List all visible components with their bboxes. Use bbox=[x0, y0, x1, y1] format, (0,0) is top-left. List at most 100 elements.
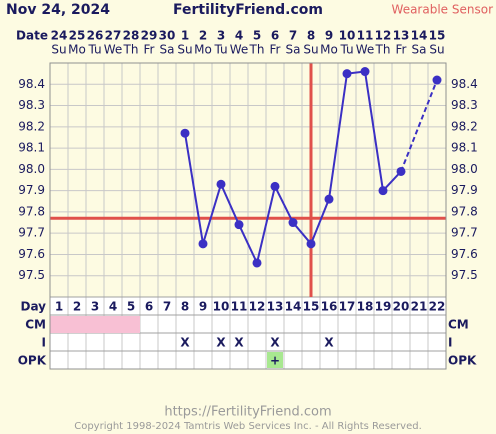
weekday-label: We bbox=[104, 43, 123, 57]
y-tick-label-right: 97.5 bbox=[451, 268, 478, 282]
row-label-right: I bbox=[448, 336, 452, 350]
y-tick-label: 98.2 bbox=[18, 119, 45, 133]
footer-url: https://FertilityFriend.com bbox=[164, 405, 331, 420]
weekday-label: Mo bbox=[194, 43, 212, 57]
date-label: 9 bbox=[325, 29, 333, 43]
day-number: 4 bbox=[109, 300, 117, 314]
intercourse-mark: X bbox=[324, 336, 334, 350]
temp-point bbox=[342, 69, 352, 79]
row-label: OPK bbox=[18, 354, 47, 368]
temp-point bbox=[180, 128, 190, 138]
day-number: 13 bbox=[267, 300, 284, 314]
day-number: 9 bbox=[199, 300, 207, 314]
date-label: 29 bbox=[141, 29, 158, 43]
weekday-label: Sa bbox=[286, 43, 301, 57]
date-label: 12 bbox=[375, 29, 392, 43]
y-tick-label-right: 98.0 bbox=[451, 162, 478, 176]
weekday-label: Mo bbox=[68, 43, 86, 57]
temp-point bbox=[234, 220, 244, 230]
row-label: CM bbox=[25, 318, 46, 332]
date-label: 6 bbox=[271, 29, 279, 43]
date-label: 25 bbox=[69, 29, 86, 43]
site-name: FertilityFriend.com bbox=[173, 2, 323, 18]
row-label: I bbox=[42, 336, 46, 350]
day-number: 16 bbox=[321, 300, 338, 314]
temp-point bbox=[288, 218, 298, 228]
temp-point bbox=[324, 194, 334, 204]
y-tick-label: 98.4 bbox=[18, 77, 45, 91]
weekday-label: Su bbox=[177, 43, 192, 57]
day-number: 8 bbox=[181, 300, 189, 314]
temp-point bbox=[198, 239, 208, 249]
date-label: 14 bbox=[411, 29, 428, 43]
intercourse-mark: X bbox=[270, 336, 280, 350]
chart-date: Nov 24, 2024 bbox=[6, 2, 110, 18]
weekday-label: Th bbox=[123, 43, 139, 57]
weekday-label: Fr bbox=[396, 43, 407, 57]
day-number: 12 bbox=[249, 300, 266, 314]
weekday-label: Su bbox=[429, 43, 444, 57]
y-tick-label-right: 97.7 bbox=[451, 226, 478, 240]
temp-point bbox=[216, 179, 226, 189]
y-tick-label-right: 98.4 bbox=[451, 77, 478, 91]
date-label: 1 bbox=[181, 29, 189, 43]
weekday-label: Mo bbox=[320, 43, 338, 57]
copyright: Copyright 1998-2024 Tamtris Web Services… bbox=[74, 421, 422, 432]
cm-cell bbox=[68, 316, 86, 333]
weekday-label: Fr bbox=[270, 43, 281, 57]
weekday-label: Th bbox=[249, 43, 265, 57]
weekday-label: Tu bbox=[213, 43, 227, 57]
day-number: 6 bbox=[145, 300, 153, 314]
date-label: 26 bbox=[87, 29, 104, 43]
temp-point bbox=[306, 239, 316, 249]
y-tick-label: 98.1 bbox=[18, 141, 45, 155]
y-tick-label-right: 97.6 bbox=[451, 247, 478, 261]
row-label-right: CM bbox=[448, 318, 469, 332]
y-tick-label-right: 98.3 bbox=[451, 98, 478, 112]
day-number: 11 bbox=[231, 300, 248, 314]
cm-cell bbox=[86, 316, 104, 333]
y-tick-label: 97.5 bbox=[18, 268, 45, 282]
cm-cell bbox=[50, 316, 68, 333]
temp-point bbox=[432, 75, 442, 85]
day-number: 3 bbox=[91, 300, 99, 314]
date-label: 15 bbox=[429, 29, 446, 43]
weekday-label: Tu bbox=[87, 43, 101, 57]
weekday-label: Sa bbox=[412, 43, 427, 57]
intercourse-mark: X bbox=[180, 336, 190, 350]
date-label: 10 bbox=[339, 29, 356, 43]
day-number: 17 bbox=[339, 300, 356, 314]
date-label: 8 bbox=[307, 29, 315, 43]
y-tick-label-right: 98.1 bbox=[451, 141, 478, 155]
opk-cell bbox=[267, 352, 283, 368]
y-tick-label-right: 97.8 bbox=[451, 204, 478, 218]
y-tick-label: 98.0 bbox=[18, 162, 45, 176]
day-number: 18 bbox=[357, 300, 374, 314]
date-label: 28 bbox=[123, 29, 140, 43]
y-tick-label-right: 97.9 bbox=[451, 183, 478, 197]
gap-line bbox=[400, 79, 438, 172]
day-number: 7 bbox=[163, 300, 171, 314]
row-label-right: OPK bbox=[448, 354, 477, 368]
temp-point bbox=[360, 67, 370, 77]
date-label: 4 bbox=[235, 29, 243, 43]
y-tick-label: 97.8 bbox=[18, 204, 45, 218]
y-tick-label: 97.9 bbox=[18, 183, 45, 197]
day-number: 20 bbox=[393, 300, 410, 314]
y-tick-label: 98.3 bbox=[18, 98, 45, 112]
day-number: 2 bbox=[73, 300, 81, 314]
row-label: Day bbox=[20, 300, 46, 314]
date-label: 30 bbox=[159, 29, 176, 43]
day-number: 15 bbox=[303, 300, 320, 314]
intercourse-mark: X bbox=[216, 336, 226, 350]
y-tick-label: 97.6 bbox=[18, 247, 45, 261]
y-tick-label-right: 98.2 bbox=[451, 119, 478, 133]
day-number: 19 bbox=[375, 300, 392, 314]
weekday-label: Tu bbox=[339, 43, 353, 57]
weekday-label: Su bbox=[303, 43, 318, 57]
date-label: 3 bbox=[217, 29, 225, 43]
weekday-label: Th bbox=[375, 43, 391, 57]
mode-label: Wearable Sensor bbox=[392, 3, 494, 17]
day-number: 1 bbox=[55, 300, 63, 314]
